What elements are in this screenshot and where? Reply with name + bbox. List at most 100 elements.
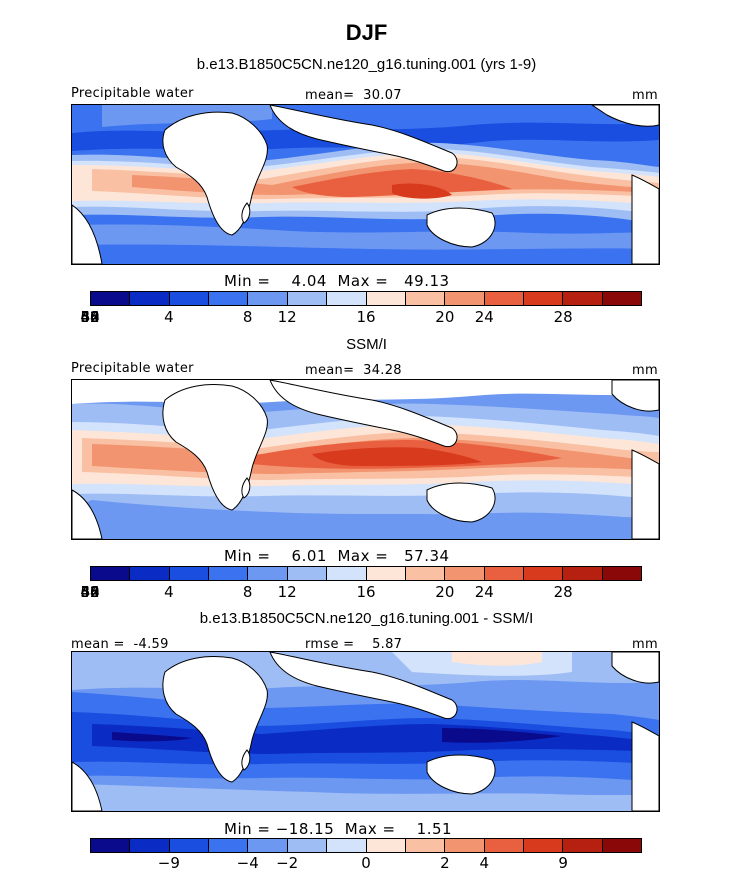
cbar-swatch xyxy=(523,839,564,852)
colorbar-tick-label: 56 xyxy=(80,583,100,601)
panel-1-title: b.e13.B1850C5CN.ne120_g16.tuning.001 (yr… xyxy=(196,56,537,73)
colorbar-tick-label: 24 xyxy=(474,308,494,326)
figure-title: DJF xyxy=(345,20,388,45)
cbar-swatch xyxy=(287,839,328,852)
cbar-swatch xyxy=(523,567,564,580)
cbar-swatch xyxy=(484,567,524,580)
cbar-swatch xyxy=(445,567,485,580)
cbar-swatch xyxy=(405,839,446,852)
panel-3-ticks: −9 −4 −2 0 2 4 9 xyxy=(90,854,642,872)
cbar-swatch xyxy=(209,567,249,580)
colorbar-tick-label: 4 xyxy=(164,583,174,601)
cbar-swatch xyxy=(602,839,642,852)
colorbar-tick-label: 20 xyxy=(435,583,455,601)
panel-3-minmax: Min = −18.15 Max = 1.51 xyxy=(224,820,453,838)
panel-2-units-label: mm xyxy=(632,363,658,378)
colorbar-tick-label: 24 xyxy=(474,583,494,601)
panel-1-minmax: Min = 4.04 Max = 49.13 xyxy=(224,272,450,290)
colorbar-tick-label: 12 xyxy=(277,583,297,601)
cbar-swatch xyxy=(484,839,524,852)
colorbar-tick-label: 56 xyxy=(80,308,100,326)
colorbar-tick-label: 28 xyxy=(553,583,573,601)
panel-2-variable-label: Precipitable water xyxy=(71,361,194,376)
panel-1-mean-label: mean= 30.07 xyxy=(305,88,402,103)
panel-2-colorbar xyxy=(90,566,642,581)
cbar-swatch xyxy=(445,839,485,852)
colorbar-tick-label: 44 xyxy=(80,308,100,326)
panel-1-colorbar xyxy=(90,291,642,306)
panel-3-rmse-label: rmse = 5.87 xyxy=(305,637,403,652)
panel-3-units-label: mm xyxy=(632,637,658,652)
panel-1-contour-field xyxy=(72,105,659,264)
cbar-swatch xyxy=(209,292,249,305)
colorbar-tick-label: 60 xyxy=(80,308,100,326)
panel-3-title: b.e13.B1850C5CN.ne120_g16.tuning.001 - S… xyxy=(199,610,534,627)
panel-3-contour-field xyxy=(72,652,659,811)
cbar-swatch xyxy=(248,292,288,305)
colorbar-tick-label: −4 xyxy=(236,854,259,872)
colorbar-tick-label: 8 xyxy=(242,583,253,601)
cbar-swatch xyxy=(130,292,170,305)
colorbar-tick-label: 36 xyxy=(80,583,100,601)
colorbar-tick-label: 52 xyxy=(80,308,100,326)
cbar-swatch xyxy=(366,292,406,305)
colorbar-tick-label: −9 xyxy=(157,854,180,872)
colorbar-tick-label: 12 xyxy=(277,308,297,326)
colorbar-tick-label: 52 xyxy=(80,583,100,601)
colorbar-tick-label: 4 xyxy=(164,308,174,326)
colorbar-tick-label: 36 xyxy=(80,308,100,326)
cbar-swatch xyxy=(563,567,603,580)
cbar-swatch xyxy=(91,292,131,305)
colorbar-tick-label: −2 xyxy=(276,854,299,872)
cbar-swatch xyxy=(366,839,406,852)
cbar-swatch xyxy=(91,839,131,852)
cbar-swatch xyxy=(130,567,170,580)
panel-3-map xyxy=(71,651,660,812)
cbar-swatch xyxy=(602,292,642,305)
colorbar-tick-label: 28 xyxy=(553,308,573,326)
panel-2-contour-field xyxy=(72,380,659,539)
colorbar-tick-label: 32 xyxy=(80,583,100,601)
cbar-swatch xyxy=(169,567,210,580)
cbar-swatch xyxy=(563,839,603,852)
cbar-swatch xyxy=(248,839,288,852)
colorbar-tick-label: 2 xyxy=(440,854,450,872)
cbar-swatch xyxy=(327,567,367,580)
cbar-swatch xyxy=(445,292,485,305)
colorbar-tick-label: 16 xyxy=(356,583,376,601)
cbar-swatch xyxy=(169,292,210,305)
cbar-swatch xyxy=(327,839,367,852)
colorbar-tick-label: 16 xyxy=(356,308,376,326)
cbar-swatch xyxy=(209,839,249,852)
panel-2-map xyxy=(71,379,660,540)
cbar-swatch xyxy=(563,292,603,305)
colorbar-tick-label: 8 xyxy=(242,308,253,326)
panel-1-ticks: 4 8 12 16 20 24 28 32 36 40 44 48 52 56 60 xyxy=(80,308,642,326)
cbar-swatch xyxy=(327,292,367,305)
colorbar-tick-label: 40 xyxy=(80,583,100,601)
cbar-swatch xyxy=(169,839,210,852)
cbar-swatch xyxy=(405,292,446,305)
panel-3-mean-label: mean = -4.59 xyxy=(71,637,169,652)
colorbar-tick-label: 0 xyxy=(361,854,371,872)
cbar-swatch xyxy=(287,292,328,305)
colorbar-tick-label: 48 xyxy=(80,583,100,601)
panel-1-map xyxy=(71,104,660,265)
cbar-swatch xyxy=(484,292,524,305)
colorbar-tick-label: 32 xyxy=(80,308,100,326)
cbar-swatch xyxy=(405,567,446,580)
cbar-swatch xyxy=(366,567,406,580)
cbar-swatch xyxy=(602,567,642,580)
panel-2-mean-label: mean= 34.28 xyxy=(305,363,402,378)
cbar-swatch xyxy=(248,567,288,580)
panel-2-title: SSM/I xyxy=(346,336,387,353)
colorbar-tick-label: 9 xyxy=(558,854,568,872)
panel-3-colorbar xyxy=(90,838,642,853)
panel-2-ticks: 4 8 12 16 20 24 28 32 36 40 44 48 52 56 60 xyxy=(80,583,642,601)
panel-1-variable-label: Precipitable water xyxy=(71,86,194,101)
colorbar-tick-label: 4 xyxy=(479,854,490,872)
cbar-swatch xyxy=(91,567,131,580)
panel-1-units-label: mm xyxy=(632,88,658,103)
colorbar-tick-label: 20 xyxy=(435,308,455,326)
colorbar-tick-label: 40 xyxy=(80,308,100,326)
